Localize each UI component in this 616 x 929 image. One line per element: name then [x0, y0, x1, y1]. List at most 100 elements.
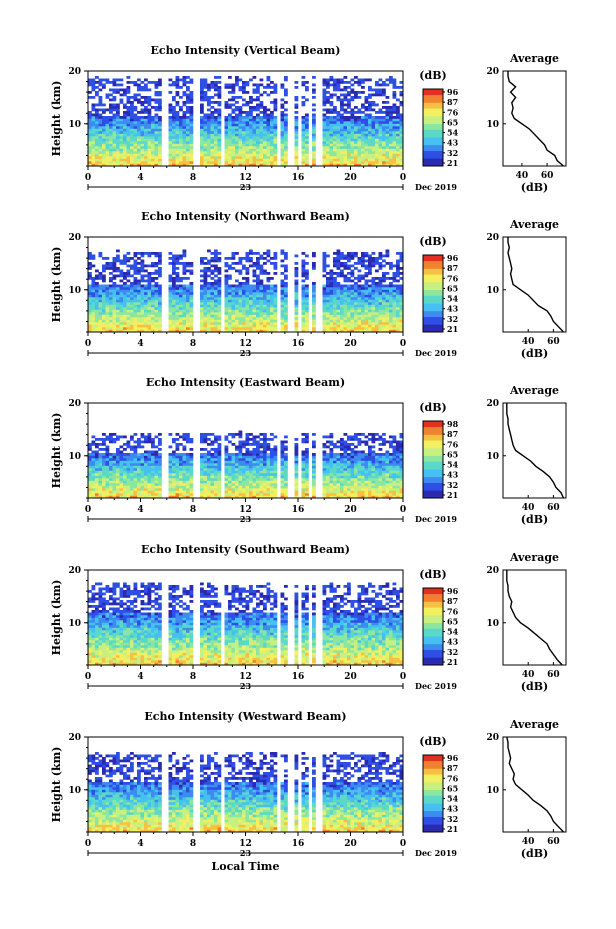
panel-title: Echo Intensity (Westward Beam) [144, 710, 346, 723]
colorbar-frame [422, 754, 444, 833]
colorbar-swatch [423, 659, 443, 662]
colorbar-swatch [423, 778, 443, 781]
colorbar-swatch [423, 150, 443, 153]
colorbar-swatch [423, 636, 443, 639]
colorbar-tick-label: 43 [447, 304, 459, 314]
profile-line [506, 403, 565, 499]
colorbar-swatch [423, 430, 443, 433]
colorbar-swatch [423, 102, 443, 105]
colorbar-unit: (dB) [419, 235, 446, 248]
colorbar-swatch [423, 770, 443, 773]
colorbar-tick-label: 96 [447, 87, 459, 97]
colorbar-frame [422, 254, 444, 333]
colorbar-swatch [423, 268, 443, 271]
colorbar-swatch [423, 459, 443, 462]
colorbar-swatch [423, 299, 443, 302]
colorbar-swatch [423, 276, 443, 279]
colorbar-swatch [423, 266, 443, 269]
profile-title: Average [509, 718, 559, 731]
colorbar-tick-label: 21 [447, 824, 458, 834]
colorbar-swatch [423, 92, 443, 96]
colorbar-swatch [423, 803, 443, 806]
profile-y-tick-label: 10 [486, 286, 499, 296]
colorbar-tick-label: 21 [447, 324, 458, 334]
colorbar-swatch [423, 474, 443, 478]
colorbar-swatch [423, 618, 443, 622]
colorbar-swatch [423, 820, 443, 823]
profile-title: Average [509, 384, 559, 397]
x-tick-label: 16 [292, 505, 305, 515]
colorbar-unit: (dB) [419, 735, 446, 748]
colorbar-swatch [423, 96, 443, 99]
colorbar-swatch [423, 442, 443, 445]
colorbar-swatch [423, 795, 443, 798]
colorbar-swatch [423, 647, 443, 650]
x-tick-label: 4 [137, 505, 143, 515]
colorbar-tick-label: 43 [447, 804, 459, 814]
colorbar-tick-label: 32 [447, 314, 458, 324]
colorbar-swatch [423, 424, 443, 428]
profile-xlabel: (dB) [521, 680, 548, 693]
colorbar-swatch [423, 589, 443, 593]
colorbar-swatch [423, 434, 443, 437]
colorbar-swatch [423, 289, 443, 292]
colorbar-swatch [423, 756, 443, 760]
colorbar-tick-label: 98 [447, 419, 459, 429]
colorbar-swatch [423, 760, 443, 763]
colorbar-swatch [423, 142, 443, 146]
panel-title: Echo Intensity (Vertical Beam) [150, 44, 340, 57]
colorbar-swatch [423, 641, 443, 645]
colorbar-tick-label: 54 [447, 128, 459, 138]
colorbar-swatch [423, 649, 443, 652]
y-axis-label: Height (km) [50, 81, 63, 157]
colorbar-swatch [423, 160, 443, 163]
colorbar-swatch [423, 110, 443, 113]
colorbar-swatch [423, 297, 443, 300]
x-tick-label: 16 [292, 173, 305, 183]
colorbar-tick-label: 87 [447, 263, 458, 273]
colorbar-unit: (dB) [419, 568, 446, 581]
colorbar-swatch [423, 314, 443, 317]
colorbar-frame [422, 587, 444, 666]
profile-xlabel: (dB) [521, 347, 548, 360]
colorbar-swatch [423, 764, 443, 767]
colorbar-tick-label: 87 [447, 763, 458, 773]
y-tick-label: 10 [68, 452, 81, 462]
colorbar-swatch [423, 293, 443, 296]
y-tick-label: 20 [68, 399, 81, 409]
colorbar-swatch [423, 639, 443, 643]
profile-y-tick-label: 20 [486, 566, 499, 576]
colorbar-swatch [423, 609, 443, 612]
colorbar-tick-label: 65 [447, 616, 458, 626]
profile-title: Average [509, 52, 559, 65]
colorbar-tick-label: 96 [447, 753, 459, 763]
colorbar-unit: (dB) [419, 69, 446, 82]
colorbar-swatch [423, 616, 443, 620]
day-label: 23 [240, 848, 252, 858]
date-label: Dec 2019 [415, 848, 457, 858]
colorbar-swatch [423, 451, 443, 455]
x-tick-label: 4 [137, 173, 143, 183]
beam-panel: Echo Intensity (Southward Beam) Height (k… [50, 543, 567, 693]
colorbar-tick-label: 87 [447, 429, 458, 439]
x-tick-label: 0 [85, 173, 91, 183]
colorbar-swatch [423, 461, 443, 464]
colorbar-swatch [423, 114, 443, 117]
colorbar-swatch [423, 611, 443, 614]
colorbar-swatch [423, 310, 443, 314]
colorbar-swatch [423, 653, 443, 656]
colorbar-swatch [423, 471, 443, 474]
y-tick-label: 10 [68, 619, 81, 629]
colorbar-swatch [423, 478, 443, 481]
x-tick-label: 20 [344, 173, 357, 183]
colorbar-swatch [423, 492, 443, 495]
profile-x-tick-label: 60 [547, 837, 560, 847]
echo-heatmap [88, 430, 404, 499]
x-tick-label: 12 [239, 339, 252, 349]
colorbar-swatch [423, 156, 443, 159]
colorbar-swatch [423, 162, 443, 165]
colorbar-swatch [423, 762, 443, 765]
